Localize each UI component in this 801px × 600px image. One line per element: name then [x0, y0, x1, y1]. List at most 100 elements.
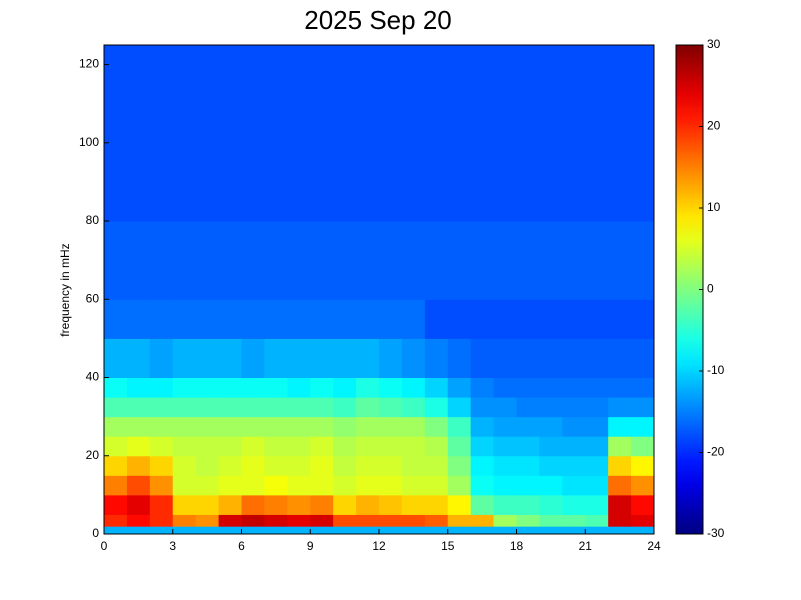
heatmap-cell [172, 299, 197, 339]
heatmap-cell [631, 494, 655, 515]
heatmap-cell [333, 494, 357, 515]
heatmap-cell [104, 45, 128, 144]
heatmap-cell [424, 455, 449, 476]
heatmap-cell [493, 142, 517, 222]
heatmap-cell [241, 338, 265, 379]
heatmap-cell [470, 221, 495, 300]
heatmap-cell [241, 526, 265, 535]
heatmap-cell [424, 45, 449, 144]
heatmap-cell [104, 475, 128, 496]
y-tick-label: 80 [86, 213, 100, 227]
heatmap-cell [379, 526, 403, 535]
heatmap-cell [539, 377, 563, 398]
heatmap-cell [310, 221, 334, 300]
heatmap-cell [539, 416, 563, 437]
heatmap-cell [539, 436, 563, 457]
heatmap-cell [424, 377, 449, 398]
colorbar-tick-label: -10 [707, 363, 725, 377]
heatmap-cell [126, 526, 151, 535]
heatmap-cell [379, 416, 403, 437]
heatmap-cell [287, 377, 311, 398]
heatmap-cell [470, 45, 495, 144]
heatmap-cell [218, 416, 242, 437]
heatmap-cell [356, 416, 380, 437]
heatmap-cell [401, 299, 426, 339]
heatmap-cell [585, 377, 609, 398]
heatmap-cell [310, 475, 334, 496]
heatmap-cell [447, 526, 472, 535]
heatmap-cell [470, 299, 495, 339]
heatmap-cell [562, 45, 586, 144]
heatmap-cell [356, 475, 380, 496]
heatmap-cell [333, 142, 357, 222]
heatmap-cell [608, 416, 632, 437]
heatmap-cell [379, 221, 403, 300]
heatmap-cell [172, 475, 197, 496]
heatmap-cell [149, 514, 174, 527]
heatmap-cell [516, 221, 540, 300]
heatmap-cell [539, 221, 563, 300]
heatmap-cell [516, 475, 540, 496]
heatmap-cell [104, 436, 128, 457]
heatmap-cell [149, 338, 174, 379]
heatmap-cell [585, 436, 609, 457]
heatmap-cell [447, 338, 472, 379]
heatmap-cell [264, 142, 288, 222]
heatmap-cell [126, 142, 151, 222]
heatmap-cell [470, 142, 495, 222]
heatmap-cell [562, 397, 586, 418]
heatmap-cell [493, 514, 517, 527]
heatmap-cell [218, 377, 242, 398]
heatmap-cell [218, 455, 242, 476]
heatmap-cell [608, 397, 632, 418]
colorbar-tick-label: 20 [707, 119, 721, 133]
heatmap-cell [241, 142, 265, 222]
heatmap-cell [631, 377, 655, 398]
heatmap-cell [333, 338, 357, 379]
heatmap-cell [608, 514, 632, 527]
heatmap-cell [333, 526, 357, 535]
heatmap-cell [241, 416, 265, 437]
heatmap-cell [447, 416, 472, 437]
heatmap-cell [562, 514, 586, 527]
heatmap-cell [516, 455, 540, 476]
heatmap-cell [379, 455, 403, 476]
heatmap-cell [493, 526, 517, 535]
heatmap-cell [356, 221, 380, 300]
heatmap-cell [401, 526, 426, 535]
heatmap-cell [126, 514, 151, 527]
heatmap-cell [241, 299, 265, 339]
heatmap-cell [264, 45, 288, 144]
heatmap-cell [333, 221, 357, 300]
heatmap-cell [149, 475, 174, 496]
heatmap-cell [310, 299, 334, 339]
heatmap-cell [241, 455, 265, 476]
heatmap-cell [287, 45, 311, 144]
heatmap-cell [195, 142, 220, 222]
heatmap-cell [195, 475, 220, 496]
heatmap-cell [379, 299, 403, 339]
heatmap-cell [356, 514, 380, 527]
colorbar [675, 44, 704, 535]
heatmap-cell [608, 455, 632, 476]
heatmap-cell [424, 475, 449, 496]
y-tick-label: 60 [86, 291, 100, 305]
heatmap-cell [241, 45, 265, 144]
y-tick-label: 0 [92, 526, 99, 540]
heatmap-cell [218, 397, 242, 418]
colorbar-tick-label: 0 [707, 282, 714, 296]
heatmap-cell [195, 494, 220, 515]
heatmap-cell [264, 377, 288, 398]
heatmap-cell [608, 299, 632, 339]
heatmap-cell [287, 142, 311, 222]
colorbar-tick-label: -30 [707, 526, 725, 540]
heatmap-cell [356, 397, 380, 418]
heatmap-cell [608, 221, 632, 300]
heatmap-cell [126, 416, 151, 437]
heatmap-cell [379, 377, 403, 398]
heatmap-cell [287, 338, 311, 379]
heatmap-cell [172, 142, 197, 222]
heatmap-cell [195, 221, 220, 300]
heatmap-cell [310, 526, 334, 535]
heatmap-cell [516, 45, 540, 144]
